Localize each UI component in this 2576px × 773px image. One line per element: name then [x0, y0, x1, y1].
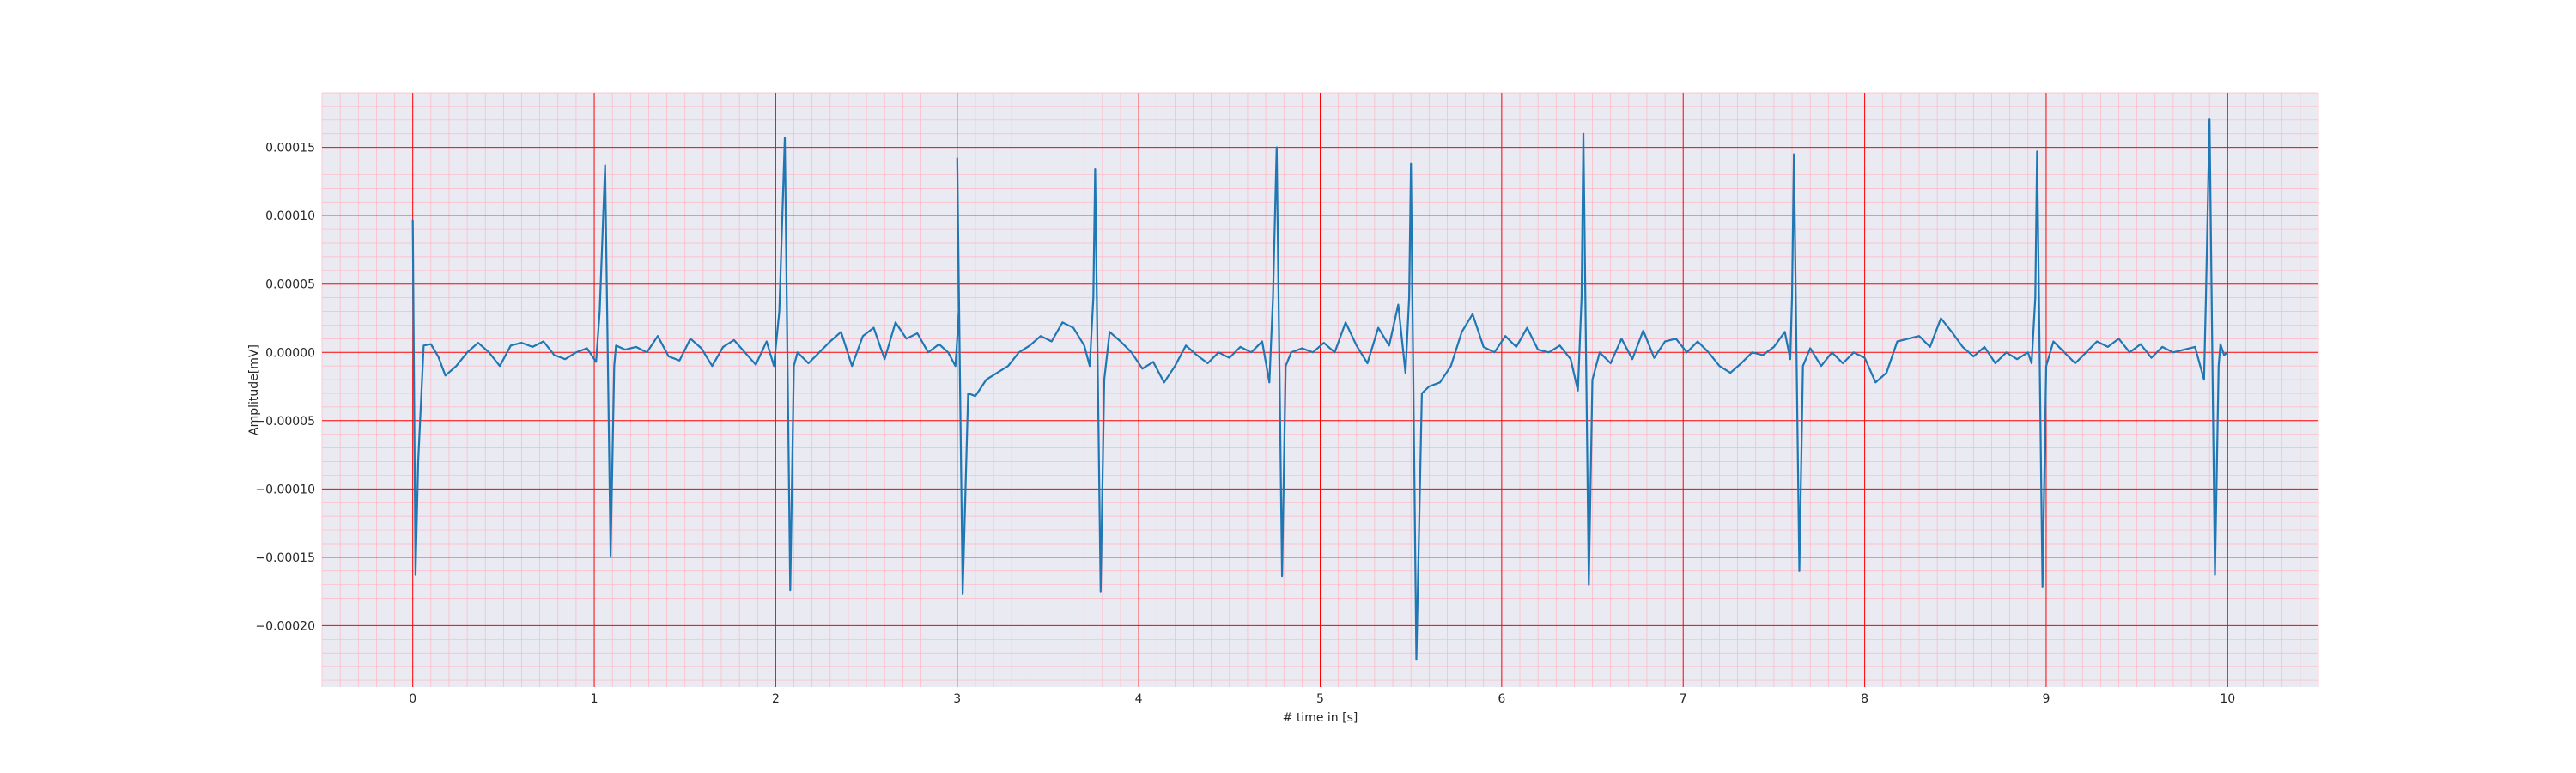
x-tick-label: 9 — [2042, 692, 2050, 706]
y-axis-label: Amplitude[mV] — [247, 344, 261, 435]
signal-series — [411, 118, 2228, 661]
y-tick-label: 0.00000 — [265, 346, 315, 360]
x-tick-label: 3 — [953, 692, 961, 706]
signal-line — [411, 118, 2228, 661]
x-tick-label: 6 — [1498, 692, 1505, 706]
y-tick-label: 0.00005 — [265, 278, 315, 292]
x-tick-label: 10 — [2220, 692, 2235, 706]
x-tick-label: 8 — [1861, 692, 1868, 706]
y-tick-label: −0.00020 — [255, 619, 315, 633]
y-tick-label: −0.00005 — [255, 415, 315, 429]
x-tick-label: 4 — [1135, 692, 1143, 706]
y-tick-label: −0.00010 — [255, 483, 315, 496]
x-tick-label: 7 — [1680, 692, 1687, 706]
x-axis-ticks: 0 1 2 3 4 5 6 7 8 9 10 — [409, 692, 2235, 706]
x-tick-label: 1 — [591, 692, 598, 706]
x-tick-label: 5 — [1316, 692, 1324, 706]
y-tick-label: −0.00015 — [255, 551, 315, 565]
y-axis-ticks: −0.00020 −0.00015 −0.00010 −0.00005 0.00000 0… — [255, 142, 315, 634]
y-tick-label: 0.00010 — [265, 210, 315, 223]
y-tick-label: 0.00015 — [265, 142, 315, 155]
x-tick-label: 0 — [409, 692, 416, 706]
x-axis-label: # time in [s] — [1283, 711, 1358, 725]
x-tick-label: 2 — [772, 692, 780, 706]
